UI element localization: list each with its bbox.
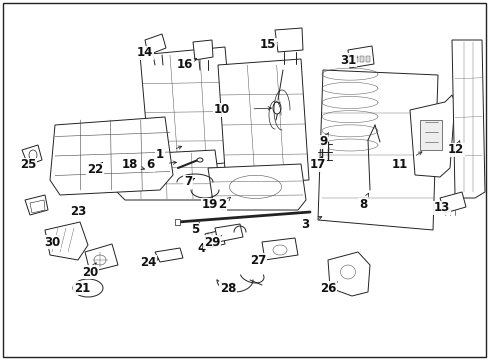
Ellipse shape: [272, 102, 281, 114]
Text: 15: 15: [259, 39, 276, 51]
Text: 4: 4: [198, 242, 206, 255]
Polygon shape: [155, 248, 183, 262]
Text: 9: 9: [318, 135, 326, 148]
Bar: [353, 56, 357, 62]
Polygon shape: [207, 164, 305, 210]
Polygon shape: [451, 40, 484, 198]
Polygon shape: [115, 150, 220, 200]
Polygon shape: [317, 70, 437, 230]
Text: 6: 6: [145, 158, 154, 171]
Polygon shape: [193, 40, 213, 60]
Polygon shape: [439, 192, 465, 213]
Polygon shape: [22, 145, 42, 165]
Text: 29: 29: [203, 235, 220, 248]
Polygon shape: [25, 195, 48, 215]
Text: 24: 24: [140, 256, 156, 269]
Polygon shape: [204, 230, 224, 248]
Polygon shape: [50, 117, 173, 195]
Text: 1: 1: [156, 148, 164, 162]
Polygon shape: [30, 200, 45, 213]
Text: 20: 20: [81, 265, 98, 279]
Text: 23: 23: [70, 206, 86, 219]
Polygon shape: [145, 34, 165, 55]
Text: 31: 31: [339, 54, 355, 67]
Bar: [175, 219, 180, 225]
Polygon shape: [347, 46, 373, 68]
Polygon shape: [140, 47, 235, 170]
Text: 27: 27: [249, 253, 265, 266]
Polygon shape: [409, 95, 454, 177]
Text: 18: 18: [122, 158, 138, 171]
Text: 3: 3: [300, 219, 308, 231]
Text: 8: 8: [358, 198, 366, 211]
Text: 2: 2: [218, 198, 225, 211]
Text: 12: 12: [447, 144, 463, 157]
Ellipse shape: [197, 158, 203, 162]
Bar: [419, 120, 441, 150]
Text: 30: 30: [44, 235, 60, 248]
Text: 25: 25: [20, 158, 36, 171]
Bar: [365, 56, 369, 62]
Text: 21: 21: [74, 282, 90, 294]
Polygon shape: [218, 59, 308, 185]
Text: 10: 10: [213, 104, 230, 117]
Polygon shape: [327, 252, 369, 296]
Text: 14: 14: [137, 46, 153, 59]
Text: 22: 22: [87, 163, 103, 176]
Polygon shape: [215, 224, 243, 242]
Text: 7: 7: [183, 175, 192, 189]
Text: 28: 28: [220, 282, 236, 294]
Text: 5: 5: [190, 224, 199, 237]
Text: 11: 11: [391, 158, 407, 171]
Polygon shape: [274, 28, 303, 52]
Text: 17: 17: [309, 158, 325, 171]
Polygon shape: [85, 244, 118, 272]
Bar: [359, 56, 363, 62]
Text: 16: 16: [177, 58, 193, 71]
Polygon shape: [45, 222, 88, 260]
Text: 13: 13: [433, 202, 449, 215]
Polygon shape: [262, 238, 297, 260]
Text: 19: 19: [202, 198, 218, 211]
Text: 26: 26: [319, 282, 336, 294]
